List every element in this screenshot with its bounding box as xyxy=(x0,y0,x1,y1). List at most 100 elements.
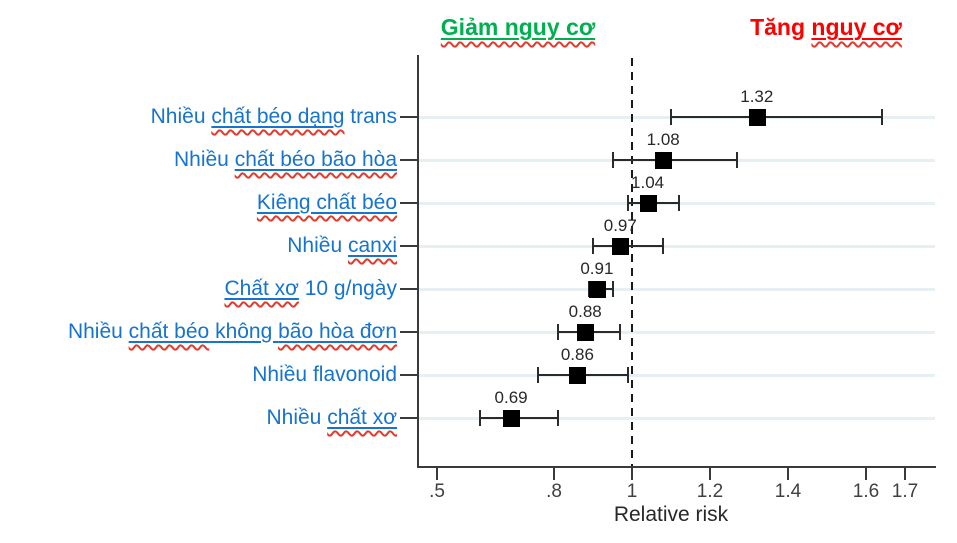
y-tick xyxy=(400,331,418,333)
value-label: 1.04 xyxy=(631,173,665,192)
misspelled-word: chất béo dạng xyxy=(211,105,345,128)
misspelled-word: bão hòa đơn xyxy=(278,320,397,343)
value-label: 0.69 xyxy=(494,388,528,407)
x-tick xyxy=(787,468,789,480)
label-segment: bão hòa đơn xyxy=(278,320,397,343)
label-segment: Nhiều flavonoid xyxy=(252,363,397,386)
marker xyxy=(503,410,521,427)
y-tick xyxy=(400,116,418,118)
label-segment: canxi xyxy=(348,234,397,257)
error-bar xyxy=(671,116,882,118)
y-tick xyxy=(400,245,418,247)
error-bar-cap-right xyxy=(662,238,665,254)
value-label: 1.08 xyxy=(646,130,680,149)
value-label: 0.86 xyxy=(560,345,594,364)
error-bar-cap-right xyxy=(736,152,739,168)
gridline xyxy=(419,288,935,291)
label-segment: Nhiều xyxy=(150,105,212,128)
marker xyxy=(588,281,606,298)
error-bar-cap-left xyxy=(537,367,540,383)
category-label: Nhiều chất xơ xyxy=(0,404,397,432)
value-label: 0.97 xyxy=(603,216,637,235)
label-segment: Tăng xyxy=(750,14,812,40)
x-tick-label: 1 xyxy=(626,481,638,502)
value-label: 0.91 xyxy=(580,259,614,278)
error-bar-cap-left xyxy=(627,195,630,211)
category-label: Nhiều flavonoid xyxy=(0,361,397,389)
x-tick-label: 1.7 xyxy=(891,481,919,502)
gridline xyxy=(419,417,935,420)
x-tick-label: 1.2 xyxy=(696,481,724,502)
error-bar-cap-left xyxy=(611,152,614,168)
gridline xyxy=(419,331,935,334)
y-tick xyxy=(400,159,418,161)
x-tick xyxy=(631,468,633,480)
error-bar-cap-right xyxy=(677,195,680,211)
x-tick xyxy=(709,468,711,480)
reference-line xyxy=(631,58,633,466)
marker xyxy=(577,324,595,341)
misspelled-word: Giảm nguy cơ xyxy=(440,14,596,40)
marker xyxy=(569,367,587,384)
label-segment: 10 g/ngày xyxy=(298,277,397,300)
label-segment: Chất xơ xyxy=(224,277,298,300)
x-tick-label: .5 xyxy=(429,481,445,502)
marker xyxy=(748,109,766,126)
increase-risk-title: Tăng nguy cơ xyxy=(666,14,957,41)
decrease-risk-title: Giảm nguy cơ xyxy=(358,14,678,41)
value-label: 1.32 xyxy=(740,87,774,106)
y-tick xyxy=(400,417,418,419)
y-tick xyxy=(400,374,418,376)
error-bar-cap-left xyxy=(556,324,559,340)
value-label: 0.88 xyxy=(568,302,602,321)
label-segment: chất béo xyxy=(129,320,210,343)
category-label: Nhiều chất béo dạng trans xyxy=(0,103,397,131)
error-bar-cap-left xyxy=(592,238,594,254)
error-bar-cap-left xyxy=(478,410,481,426)
label-segment: nguy cơ xyxy=(811,14,901,40)
error-bar xyxy=(612,159,738,161)
category-label: Nhiều chất béo không bão hòa đơn xyxy=(0,318,397,346)
x-tick xyxy=(436,468,438,480)
misspelled-word: chất béo bão hòa xyxy=(234,148,397,171)
error-bar-cap-right xyxy=(556,410,559,426)
label-segment: Nhiều xyxy=(67,320,129,343)
x-axis-label: Relative risk xyxy=(613,503,729,526)
label-segment: Nhiều xyxy=(287,234,348,257)
x-tick-label: 1.4 xyxy=(774,481,802,502)
label-segment: Nhiều xyxy=(173,148,235,171)
label-segment: Nhiều xyxy=(266,406,328,429)
error-bar-cap-right xyxy=(619,324,622,340)
x-tick-label: 1.6 xyxy=(852,481,880,502)
y-tick xyxy=(400,288,418,290)
category-label: Nhiều chất béo bão hòa xyxy=(0,146,397,174)
y-tick xyxy=(400,202,418,204)
misspelled-word: Chất xơ xyxy=(224,277,299,300)
gridline xyxy=(419,245,935,248)
marker xyxy=(655,152,673,169)
label-segment: Giảm nguy cơ xyxy=(441,14,595,40)
category-label: Chất xơ 10 g/ngày xyxy=(0,275,397,303)
category-label: Kiêng chất béo xyxy=(0,189,397,217)
label-segment: chất béo dạng xyxy=(211,105,344,128)
label-segment: trans xyxy=(344,105,397,128)
label-segment: chất xơ xyxy=(327,406,397,429)
label-segment: Kiêng chất béo xyxy=(257,191,397,214)
error-bar-cap-right xyxy=(880,109,883,125)
misspelled-word: chất béo xyxy=(128,320,210,343)
misspelled-word: canxi xyxy=(347,234,397,257)
marker xyxy=(639,195,657,212)
x-axis-line xyxy=(417,466,936,468)
x-tick xyxy=(865,468,867,480)
error-bar-cap-right xyxy=(611,281,614,297)
x-tick xyxy=(553,468,555,480)
label-segment: chất béo bão hòa xyxy=(235,148,397,171)
marker xyxy=(612,238,630,255)
category-label: Nhiều canxi xyxy=(0,232,397,260)
misspelled-word: Kiêng chất béo xyxy=(256,191,397,214)
error-bar-cap-right xyxy=(627,367,630,383)
label-segment: không xyxy=(209,320,279,343)
y-axis-line xyxy=(417,55,419,468)
x-tick-label: .8 xyxy=(546,481,562,502)
